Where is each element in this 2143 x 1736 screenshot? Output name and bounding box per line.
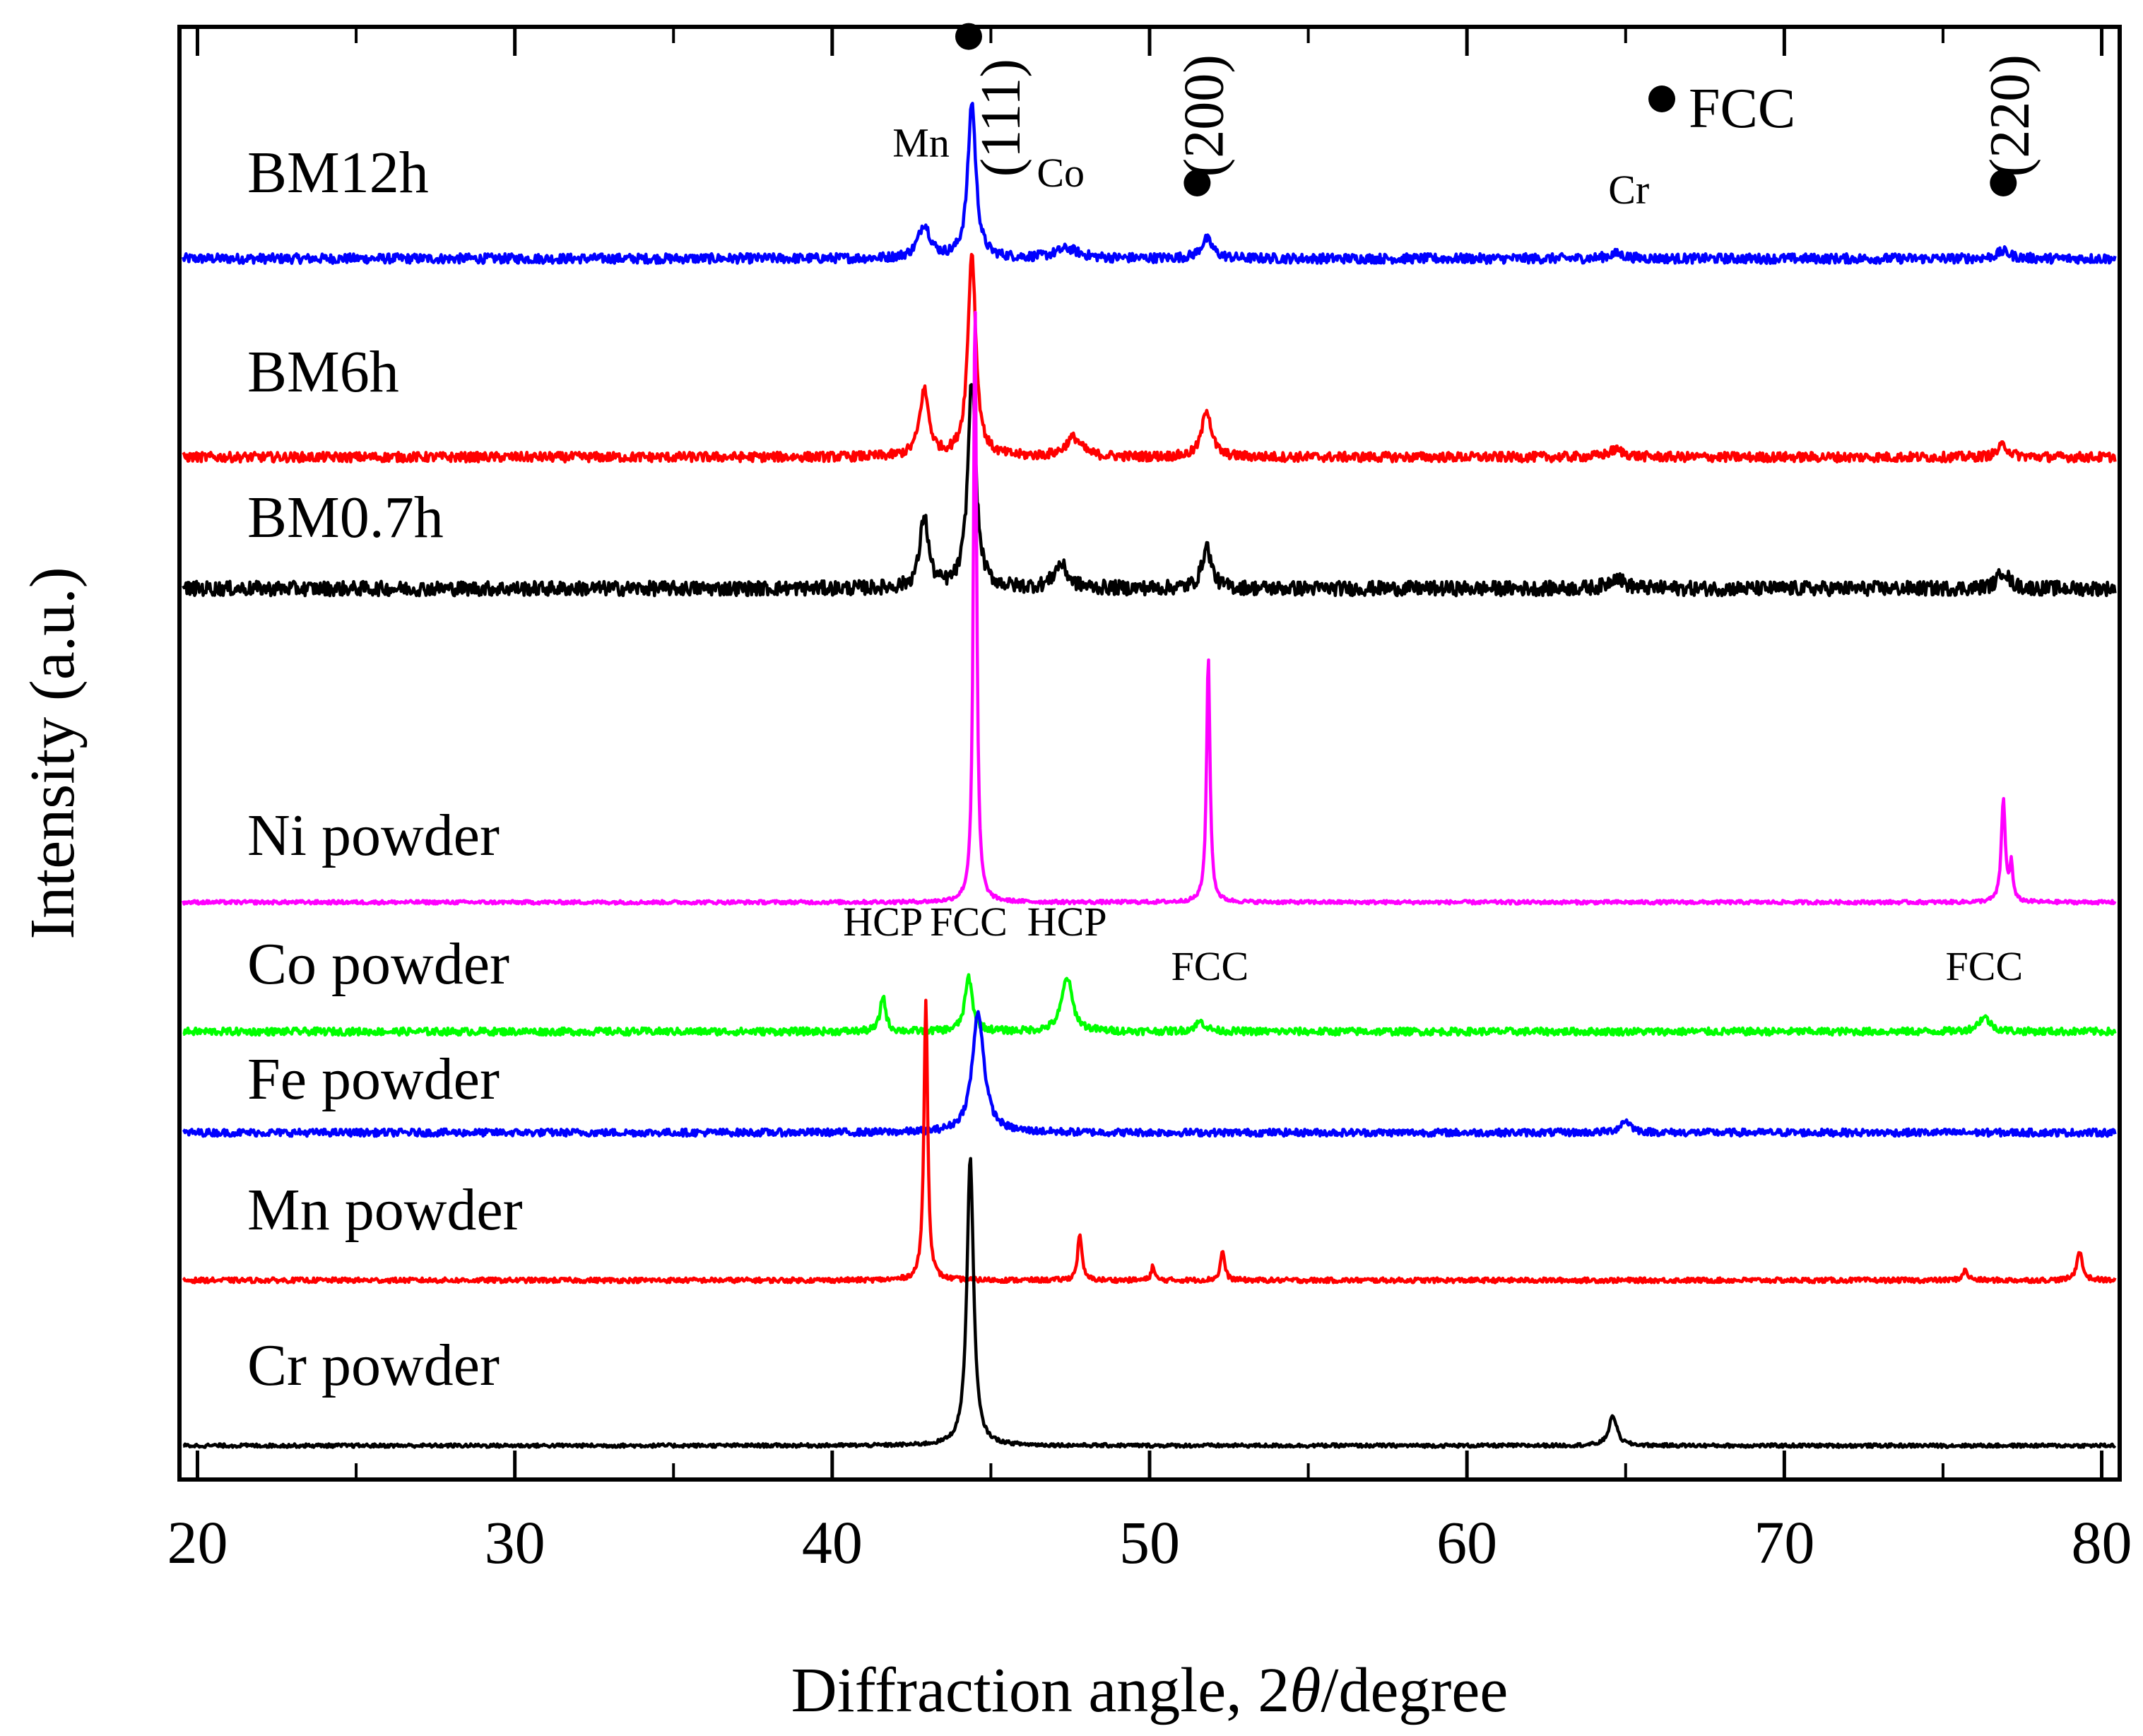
series-line-fe-powder: [182, 1010, 2117, 1138]
x-tick-label-70: 70: [1754, 1508, 1814, 1576]
series-label-co-powder: Co powder: [247, 931, 509, 997]
series-label-fe-powder: Fe powder: [247, 1046, 500, 1112]
y-axis-title: Intensity (a.u.): [18, 567, 88, 939]
plot-frame: [177, 25, 2122, 1482]
series-label-bm12h: BM12h: [247, 140, 429, 206]
peak-label-co-powder-0: HCP: [843, 899, 923, 945]
legend-fcc-marker: [1648, 85, 1675, 112]
x-tick-label-50: 50: [1119, 1508, 1180, 1576]
peak-label-bm12h-1: Co: [1037, 150, 1085, 196]
x-axis-title: Diffraction angle, 2θ/degree: [791, 1655, 1509, 1725]
peak-label-bm12h-8: (220): [1979, 54, 2041, 177]
legend: FCC: [1648, 78, 1795, 140]
series-label-bm0-7h: BM0.7h: [247, 485, 444, 550]
series-labels: BM12h BM6h BM0.7h Ni powder Co powder Fe powd…: [247, 140, 523, 1398]
x-tick-label-60: 60: [1436, 1508, 1497, 1576]
series-line-mn-powder: [182, 998, 2117, 1285]
fcc-marker-bm12h-7: [1990, 170, 2017, 196]
peak-label-bm12h-6: (200): [1173, 54, 1235, 177]
series-line-cr-powder: [182, 1157, 2117, 1449]
x-axis-theta: θ: [1289, 1655, 1321, 1725]
series-label-cr-powder: Cr powder: [247, 1333, 500, 1398]
x-tick-label-20: 20: [167, 1508, 228, 1576]
series-line-bm6h: [182, 252, 2117, 464]
series-line-co-powder: [182, 973, 2117, 1037]
x-tick-label-30: 30: [485, 1508, 545, 1576]
plot-lines: [182, 102, 2117, 1449]
peak-label-bm12h-0: Mn: [892, 120, 950, 166]
series-line-ni-powder: [182, 310, 2117, 906]
legend-fcc-label: FCC: [1689, 78, 1795, 140]
series-line-bm0-7h: [182, 383, 2117, 598]
series-label-mn-powder: Mn powder: [247, 1177, 523, 1243]
peak-label-co-powder-1: FCC: [930, 899, 1008, 945]
series-line-bm12h: [182, 102, 2117, 265]
x-tick-label-80: 80: [2072, 1508, 2132, 1576]
peak-label-bm12h-2: Cr: [1608, 167, 1649, 213]
series-label-ni-powder: Ni powder: [247, 803, 500, 868]
fcc-marker-bm12h-5: [1183, 170, 1211, 196]
peak-label-bm12h-4: (111): [970, 59, 1032, 177]
x-axis: 20 30 40 50 60 70 80: [167, 29, 2132, 1576]
series-label-bm6h: BM6h: [247, 339, 399, 405]
peak-label-co-powder-4: FCC: [1946, 943, 2024, 989]
x-tick-label-40: 40: [802, 1508, 863, 1576]
peak-label-co-powder-2: HCP: [1027, 899, 1107, 945]
fcc-marker-bm12h-3: [955, 23, 982, 50]
peak-label-co-powder-3: FCC: [1171, 943, 1249, 989]
